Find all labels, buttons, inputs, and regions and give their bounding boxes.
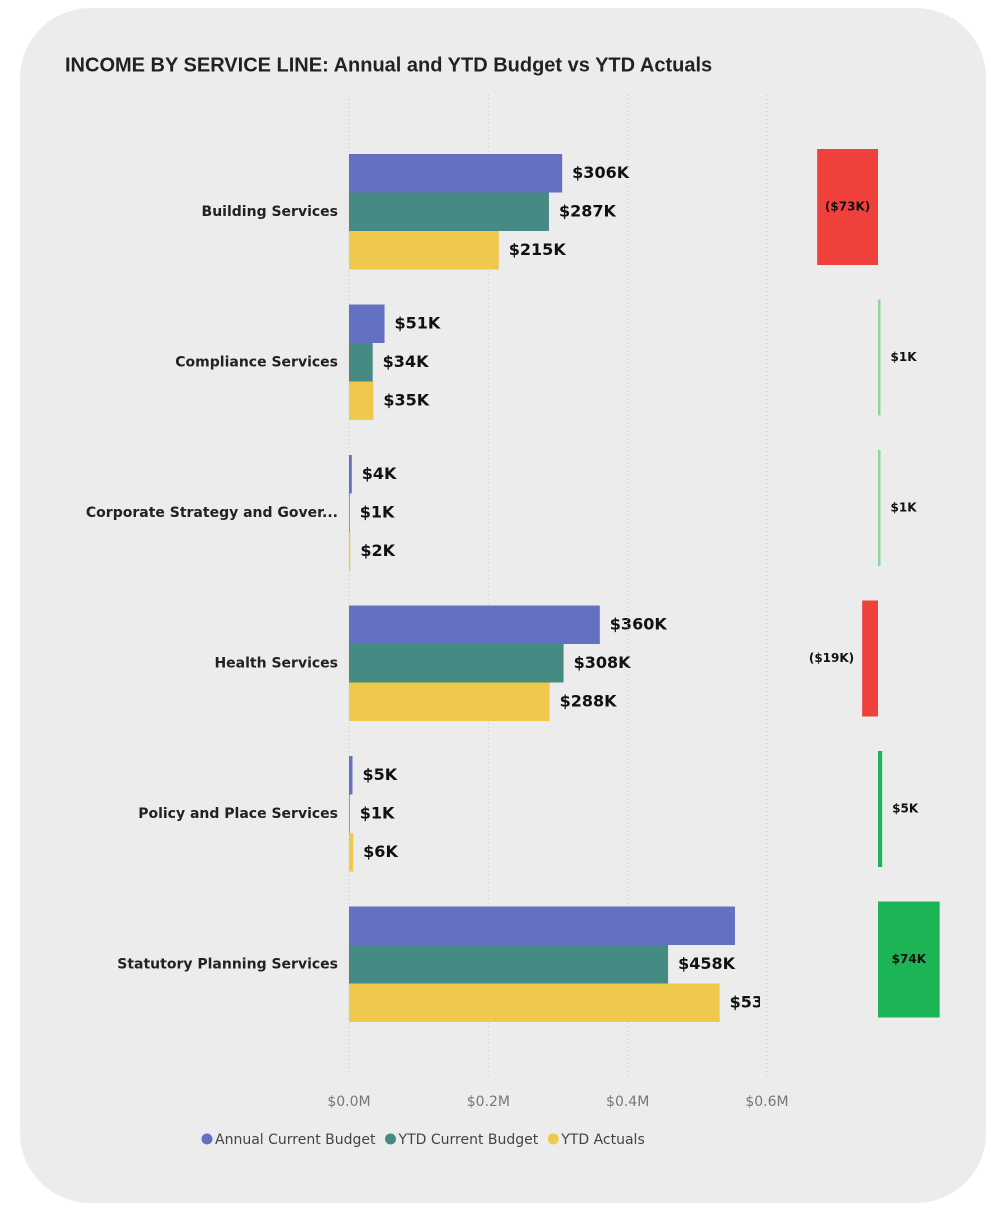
variance-label: $74K xyxy=(892,952,927,966)
variance-bar xyxy=(878,901,940,1018)
bar xyxy=(349,906,735,945)
data-label: $287K xyxy=(559,201,617,220)
data-label: $2K xyxy=(360,541,395,560)
legend-label: YTD Actuals xyxy=(560,1132,645,1148)
bar xyxy=(349,192,549,231)
bar xyxy=(349,682,550,721)
bar xyxy=(349,983,720,1022)
bar xyxy=(349,381,374,420)
data-label: $1K xyxy=(360,803,395,822)
bar xyxy=(349,756,353,795)
plot: $306K $287K $215K $51K $34K $35K $4K $1K $2K $360… xyxy=(360,163,788,1012)
legend-label: YTD Current Budget xyxy=(398,1132,539,1148)
category-label: Health Services xyxy=(214,655,338,671)
legend-marker xyxy=(385,1133,397,1145)
data-label: $288K xyxy=(560,691,618,710)
category-label: Policy and Place Services xyxy=(138,806,338,822)
category-label: Compliance Services xyxy=(175,354,338,370)
variance-bar xyxy=(878,751,883,867)
bar xyxy=(349,605,600,644)
legend-marker xyxy=(547,1133,559,1145)
variance-label: ($19K) xyxy=(809,651,854,665)
variance-label: ($73K) xyxy=(825,200,870,214)
data-label: $532K xyxy=(730,992,788,1011)
data-label: $6K xyxy=(363,842,398,861)
variance-bar xyxy=(878,450,881,566)
legend-label: Annual Current Budget xyxy=(215,1132,376,1148)
data-label: $308K xyxy=(574,653,632,672)
category-label: Statutory Planning Services xyxy=(117,956,338,972)
data-label: $458K xyxy=(678,954,736,973)
x-tick-label: $0.6M xyxy=(745,1094,788,1110)
x-tick-label: $0.4M xyxy=(606,1094,649,1110)
data-label: $34K xyxy=(383,352,429,371)
variance-label: $5K xyxy=(892,802,919,816)
bar xyxy=(349,532,351,571)
variance-label: $1K xyxy=(891,501,918,515)
bar xyxy=(349,644,564,683)
bar xyxy=(349,455,352,494)
data-label: $360K xyxy=(610,614,668,633)
chart-title: INCOME BY SERVICE LINE: Annual and YTD B… xyxy=(65,54,712,76)
data-label: $1K xyxy=(360,502,395,521)
bar xyxy=(349,343,373,382)
category-label: Corporate Strategy and Gover... xyxy=(86,505,338,521)
variance-bar xyxy=(862,600,878,717)
bar xyxy=(349,493,350,532)
data-label: $5K xyxy=(362,765,397,784)
data-label: $306K xyxy=(572,163,630,182)
bar xyxy=(349,794,350,833)
bar xyxy=(349,304,385,343)
data-label: $35K xyxy=(383,390,429,409)
legend-marker xyxy=(201,1133,213,1145)
x-tick-label: $0.0M xyxy=(327,1094,370,1110)
data-label: $51K xyxy=(395,313,441,332)
bar xyxy=(349,154,563,193)
x-tick-label: $0.2M xyxy=(467,1094,510,1110)
variance-label: $1K xyxy=(891,350,918,364)
category-label: Building Services xyxy=(202,204,338,220)
bar xyxy=(349,833,354,872)
bar xyxy=(349,945,669,984)
variance-bar xyxy=(817,149,878,265)
bar xyxy=(349,231,499,270)
variance-bar xyxy=(878,299,881,416)
data-label: $4K xyxy=(362,464,397,483)
data-label: $215K xyxy=(509,240,567,259)
